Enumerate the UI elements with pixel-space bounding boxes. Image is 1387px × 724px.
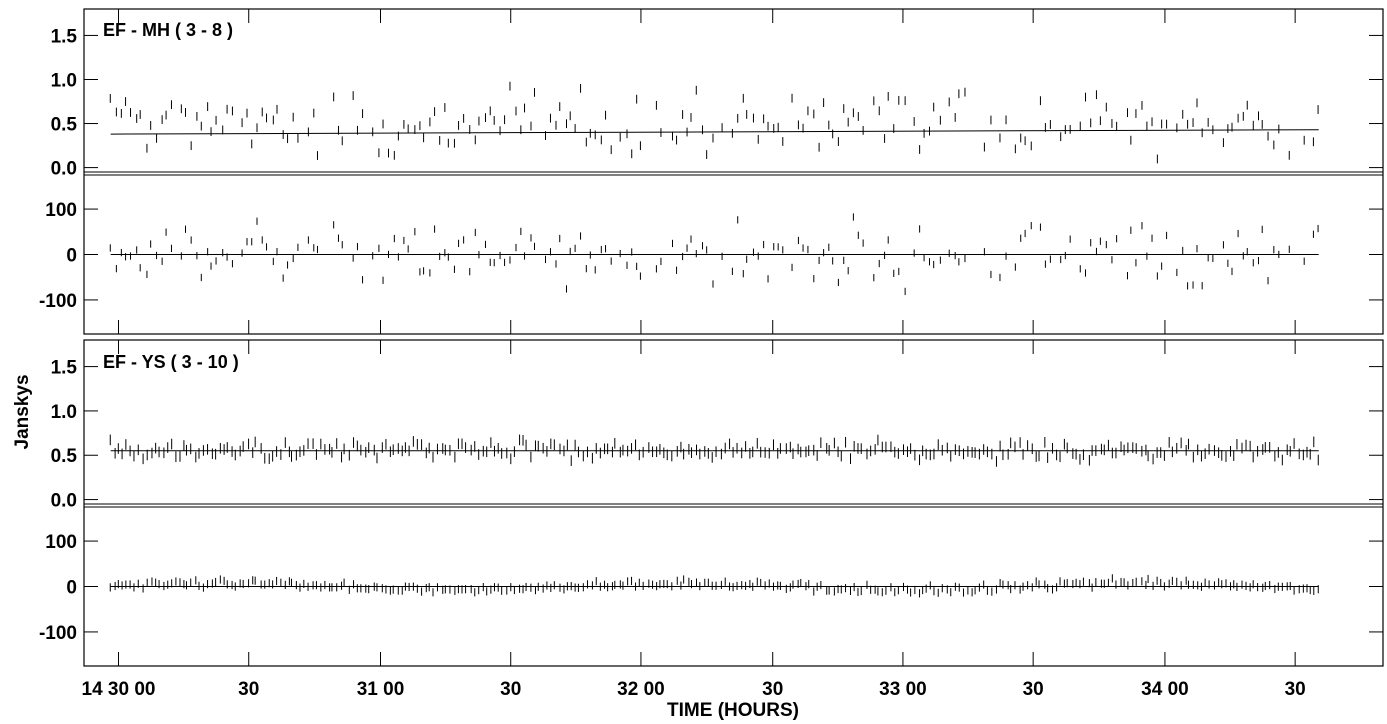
amplitude-model-line — [110, 129, 1319, 135]
y-axis-title: Janskys — [12, 374, 33, 449]
x-axis-title: TIME (HOURS) — [667, 700, 799, 721]
model-lines — [110, 129, 1319, 587]
y-tick-label: 0.5 — [51, 115, 78, 136]
y-tick-label: 0 — [66, 246, 77, 267]
y-tick-label: 1.5 — [51, 358, 78, 379]
x-tick-label: 34 00 — [1141, 679, 1189, 700]
x-tick-label: 32 00 — [617, 679, 665, 700]
axis-ticks — [84, 9, 1383, 666]
y-tick-label: 0.5 — [51, 446, 78, 467]
y-tick-label: -100 — [39, 291, 77, 312]
y-tick-label: 100 — [45, 532, 77, 553]
x-tick-label: 30 — [1285, 679, 1306, 700]
y-tick-label: 1.5 — [51, 26, 78, 47]
data-points — [109, 81, 1319, 598]
panel-1-title: EF - MH ( 3 - 8 ) — [103, 20, 233, 40]
x-tick-label: 14 30 00 — [82, 679, 156, 700]
x-tick-label: 30 — [238, 679, 259, 700]
y-tick-label: 0.0 — [51, 159, 77, 180]
y-tick-label: 0 — [66, 578, 77, 599]
y-tick-label: 100 — [45, 200, 77, 221]
x-tick-label: 33 00 — [879, 679, 927, 700]
y-tick-label: -100 — [39, 623, 77, 644]
panel-2-frame — [83, 339, 1384, 667]
x-tick-label: 30 — [1023, 679, 1044, 700]
x-tick-label: 31 00 — [357, 679, 405, 700]
y-tick-label: 0.0 — [51, 491, 77, 512]
x-tick-label: 30 — [500, 679, 521, 700]
x-tick-label: 30 — [762, 679, 783, 700]
panel-2-title: EF - YS ( 3 - 10 ) — [103, 352, 239, 372]
tick-labels: 14 30 00 30 31 00 30 32 00 30 33 00 30 34 00 30 1.… — [39, 26, 1306, 700]
y-tick-label: 1.0 — [51, 402, 77, 423]
y-tick-label: 1.0 — [51, 70, 77, 91]
